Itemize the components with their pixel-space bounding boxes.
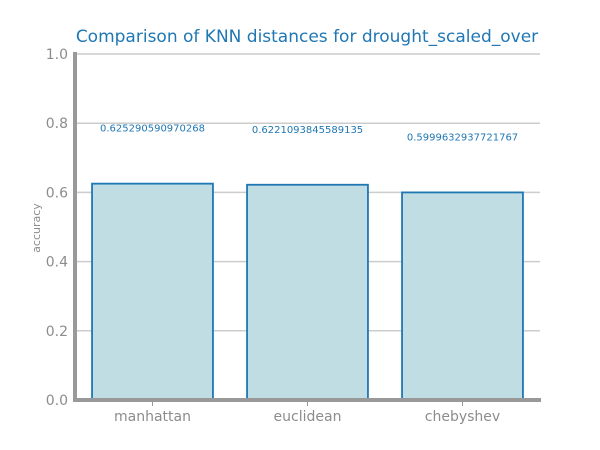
y-tick-labels: 0.0 0.2 0.4 0.6 0.8 1.0 — [46, 47, 68, 409]
x-tick-label-manhattan: manhattan — [114, 409, 191, 425]
value-label-chebyshev: 0.5999632937721767 — [407, 132, 518, 143]
y-tick-label: 0.4 — [46, 255, 68, 271]
y-tick-label: 0.0 — [46, 393, 68, 409]
y-tick-label: 0.6 — [46, 185, 68, 201]
x-tick-labels: manhattan euclidean chebyshev — [114, 402, 500, 425]
bars — [91, 182, 524, 401]
y-tick-label: 1.0 — [46, 47, 68, 63]
bar-manhattan — [91, 182, 214, 401]
x-tick-label-euclidean: euclidean — [274, 409, 342, 425]
value-label-manhattan: 0.625290590970268 — [100, 124, 205, 135]
bar-chebyshev — [401, 191, 524, 401]
axes — [73, 52, 541, 402]
y-tick-label: 0.8 — [46, 116, 68, 132]
bar-euclidean — [246, 183, 369, 401]
y-tick-label: 0.2 — [46, 324, 68, 340]
value-label-euclidean: 0.6221093845589135 — [252, 125, 363, 136]
y-axis-label: accuracy — [30, 203, 43, 253]
x-tick-label-chebyshev: chebyshev — [425, 409, 500, 425]
chart-title: Comparison of KNN distances for drought_… — [76, 27, 538, 47]
value-labels: 0.625290590970268 0.6221093845589135 0.599… — [100, 124, 518, 144]
